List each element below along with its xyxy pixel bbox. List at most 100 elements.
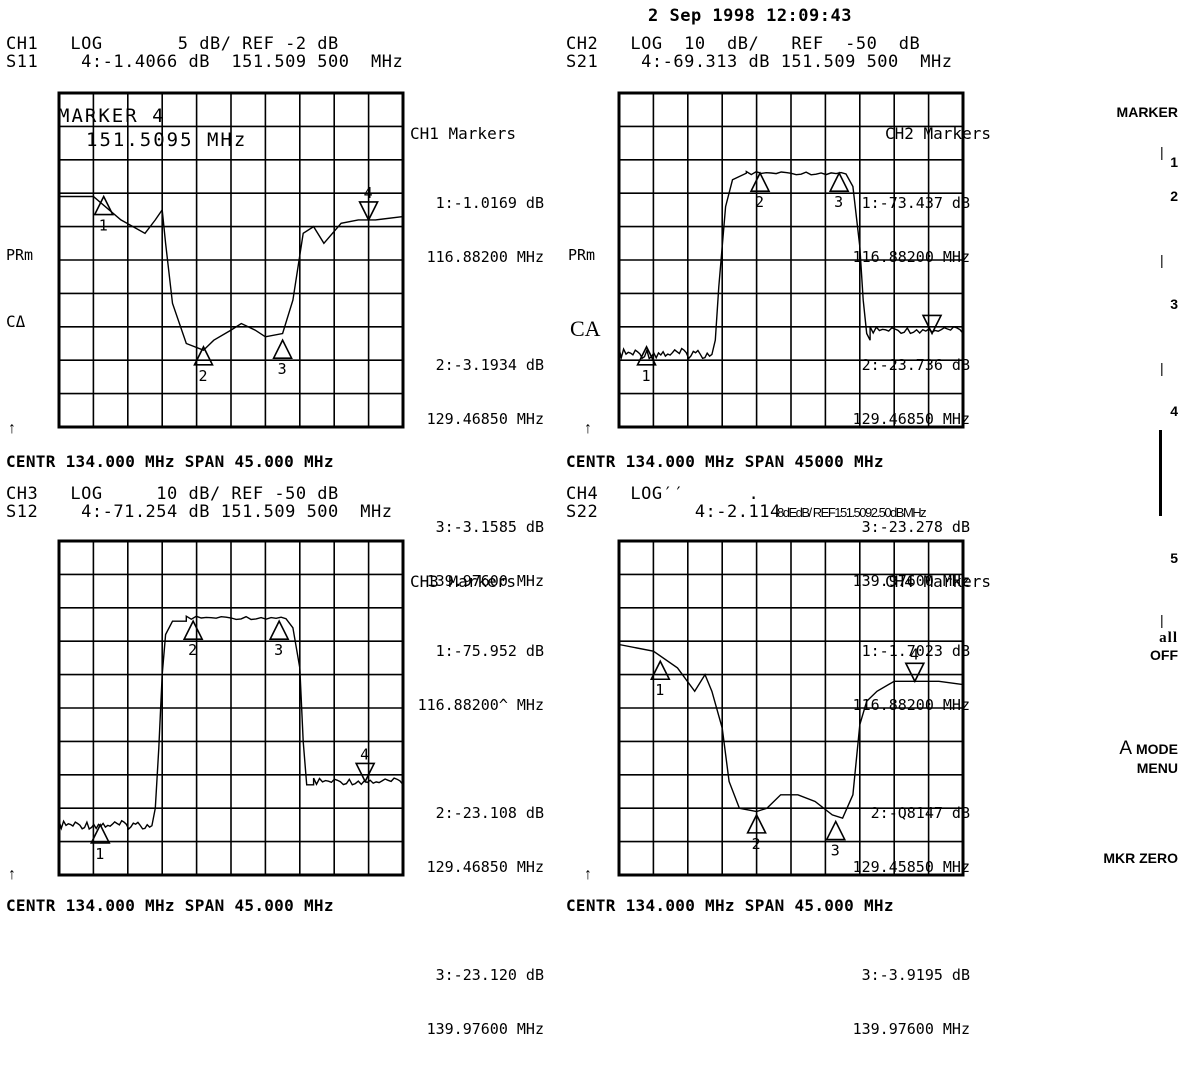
ch4-marker1-freq: 116.88200 MHz: [852, 696, 970, 714]
ch4-plot: 1 2 3 4: [617, 539, 965, 877]
ch2-footer: CENTR 134.000 MHz SPAN 45000 MHz: [566, 452, 884, 471]
ch1-marker2-value: 2:-3.1934 dB: [435, 356, 544, 374]
ch1-overlay-marker-freq: 151.5095 MHz: [86, 129, 248, 151]
timestamp: 2 Sep 1998 12:09:43: [648, 6, 852, 26]
ch4-header-line1: CH4 LOG′′ .: [566, 484, 760, 504]
ch2-marker-triangle-icon: [749, 171, 771, 192]
ch3-marker-triangle-icon: [182, 619, 204, 640]
ch2-header-line2: S21 4:-69.313 dB 151.509 500 MHz: [566, 52, 953, 72]
ch4-marker2-freq: 129.45850 MHz: [852, 858, 970, 876]
softkey-all-label: all: [1159, 630, 1178, 646]
ch4-ref-arrow-icon: ↑: [584, 866, 592, 883]
ch3-marker-number: 1: [95, 845, 104, 863]
ch1-marker-number: 2: [198, 367, 207, 385]
ch2-marker-number: 3: [834, 193, 843, 211]
ch1-overlay-marker-label: MARKER 4: [58, 105, 166, 127]
ch2-c-label: CA: [570, 316, 601, 341]
ch3-marker2-freq: 129.46850 MHz: [426, 858, 544, 876]
ch2-trace: [618, 170, 964, 361]
ch1-footer: CENTR 134.000 MHz SPAN 45.000 MHz: [6, 452, 334, 471]
ch1-trace: [59, 195, 404, 352]
ch1-marker-number: 1: [99, 217, 108, 235]
ch3-plot: 1 2 3 4: [57, 539, 405, 877]
ch3-footer: CENTR 134.000 MHz SPAN 45.000 MHz: [6, 896, 334, 915]
ch4-marker-triangle-icon: [825, 819, 847, 841]
ch4-marker-number: 4: [910, 645, 919, 663]
ch4-marker-number: 1: [655, 681, 664, 699]
softkey-all-off[interactable]: all OFF: [1068, 630, 1178, 663]
ch3-marker-triangle-icon: [354, 762, 376, 784]
softkey-marker-4[interactable]: 4: [1170, 403, 1178, 419]
softkey-marker-1-label: 1: [1170, 154, 1178, 170]
ch3-marker-number: 2: [188, 641, 197, 659]
ch3-marker-number: 3: [274, 641, 283, 659]
ch4-marker2-value: 2:-Q8147 dB: [870, 804, 970, 822]
ch1-plot: 1 2 3 4: [57, 91, 405, 429]
ch2-marker2-value: 2:-23.736 dB: [861, 356, 970, 374]
ch4-footer: CENTR 134.000 MHz SPAN 45.000 MHz: [566, 896, 894, 915]
softkey-marker-3[interactable]: 3: [1170, 296, 1178, 312]
network-analyzer-display: 2 Sep 1998 12:09:43 CH1 LOG 5 dB/ REF -2…: [6, 6, 1178, 1038]
ch4-markers-title: CH4 Markers: [885, 572, 991, 591]
ch1-marker-readout: 1:-1.0169 dB 116.88200 MHz 2:-3.1934 dB …: [360, 158, 544, 626]
softkey-a-glyph: A: [1119, 738, 1132, 759]
ch3-marker3-value: 3:-23.120 dB: [435, 966, 544, 984]
ch4-header-line2: S22 4:-2.114: [566, 502, 781, 522]
ch3-marker1-value: 1:-75.952 dB: [435, 642, 544, 660]
ch1-header-line2: S11 4:-1.4066 dB 151.509 500 MHz: [6, 52, 404, 72]
ch1-markers-title: CH1 Markers: [410, 124, 516, 143]
ch1-marker-triangle-icon: [272, 338, 293, 359]
ch2-marker3-value: 3:-23.278 dB: [861, 518, 970, 536]
ch2-marker-triangle-icon: [921, 314, 943, 336]
ch3-marker-readout: 1:-75.952 dB 116.88200^ MHz 2:-23.108 dB…: [360, 606, 544, 1074]
softkey-mode-line: A MODE: [1040, 738, 1178, 760]
softkey-mode-menu[interactable]: A MODE MENU: [1040, 738, 1178, 776]
ch4-marker3-freq: 139.97600 MHz: [852, 1020, 970, 1038]
ch3-marker3-freq: 139.97600 MHz: [426, 1020, 544, 1038]
softkey-mode-label: MODE: [1136, 741, 1178, 757]
ch3-marker-triangle-icon: [89, 823, 111, 844]
ch1-marker-triangle-icon: [93, 194, 115, 216]
softkey-separator-icon: |: [1160, 144, 1164, 160]
ch1-marker-number: 3: [278, 360, 287, 378]
ch2-marker1-value: 1:-73.437 dB: [861, 194, 970, 212]
ch2-marker-number: 1: [642, 367, 651, 385]
ch1-marker-triangle-icon: [193, 345, 214, 366]
ch2-marker-readout: 1:-73.437 dB 116.88200 MHz 2:-23.736 dB …: [786, 158, 970, 626]
ch1-marker3-freq: 139.97600 MHz: [426, 572, 544, 590]
ch1-ref-arrow-icon: ↑: [8, 420, 16, 437]
ch2-header-line1: CH2 LOG 10 dB/ REF -50 dB: [566, 34, 921, 54]
ch4-marker-number: 2: [752, 835, 761, 853]
ch4-marker-number: 3: [831, 842, 840, 860]
ch3-marker2-value: 2:-23.108 dB: [435, 804, 544, 822]
softkey-marker-5[interactable]: 5: [1170, 550, 1178, 566]
ch2-markers-title: CH2 Markers: [885, 124, 991, 143]
softkey-separator-icon: |: [1160, 252, 1164, 268]
ch4-header-overprint: 8dEdB/ REF151.5092.50dBMHz: [777, 505, 927, 520]
ch2-plot: 1 2 3: [617, 91, 965, 429]
softkey-mkr-zero[interactable]: MKR ZERO: [1103, 850, 1178, 866]
softkey-menu-label: MENU: [1136, 760, 1178, 776]
ch3-marker1-freq: 116.88200^ MHz: [417, 696, 544, 714]
ch3-header-line1: CH3 LOG 10 dB/ REF -50 dB: [6, 484, 339, 504]
ch3-marker-triangle-icon: [268, 619, 290, 640]
softkey-off-label: OFF: [1150, 647, 1178, 663]
ch3-marker-number: 4: [360, 745, 369, 763]
ch1-marker-triangle-icon: [358, 201, 379, 222]
active-softkey-indicator: [1159, 430, 1162, 516]
softkey-marker-title: MARKER: [1116, 104, 1178, 120]
ch2-marker-triangle-icon: [636, 345, 657, 366]
softkey-separator-icon: |: [1160, 360, 1164, 376]
ch4-marker-triangle-icon: [746, 813, 767, 834]
softkey-marker-2[interactable]: 2: [1170, 188, 1178, 204]
ch3-header-line2: S12 4:-71.254 dB 151.509 500 MHz: [6, 502, 393, 522]
ch1-marker-number: 4: [364, 184, 373, 202]
ch1-pr-label: PRm: [6, 246, 34, 264]
ch1-header-line1: CH1 LOG 5 dB/ REF -2 dB: [6, 34, 339, 54]
ch1-marker1-value: 1:-1.0169 dB: [435, 194, 544, 212]
ch1-marker3-value: 3:-3.1585 dB: [435, 518, 544, 536]
ch4-marker1-value: 1:-1.7023 dB: [861, 642, 970, 660]
softkey-marker-1[interactable]: MARKER 1: [1068, 68, 1178, 206]
ch3-trace: [58, 614, 404, 831]
ch1-c-label: CΔ: [6, 312, 26, 331]
